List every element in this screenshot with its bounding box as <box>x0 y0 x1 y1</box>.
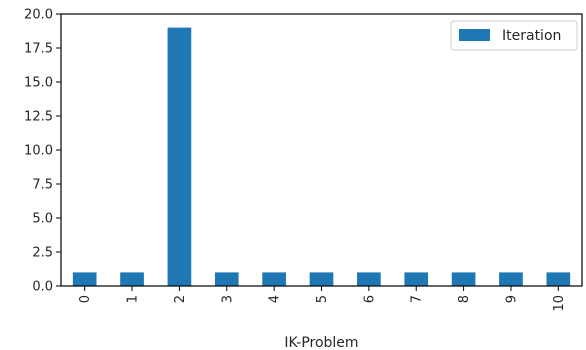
x-tick-label: 8 <box>457 295 472 303</box>
bar-6 <box>357 272 381 286</box>
legend-label-iteration: Iteration <box>502 28 561 44</box>
x-tick-label: 6 <box>362 295 377 303</box>
bar-7 <box>404 272 429 286</box>
x-tick-label: 1 <box>126 295 141 303</box>
y-tick-label: 10.0 <box>24 144 53 159</box>
bar-2 <box>167 27 192 286</box>
y-tick-label: 7.5 <box>32 178 53 193</box>
bar-8 <box>451 272 476 286</box>
y-tick-label: 5.0 <box>32 212 53 227</box>
y-tick-label: 17.5 <box>24 42 53 57</box>
plot-frame <box>60 13 583 287</box>
x-tick-label: 4 <box>268 295 283 303</box>
bar-5 <box>309 272 334 286</box>
y-tick-label: 15.0 <box>24 76 53 91</box>
legend-box <box>450 20 578 51</box>
bar-10 <box>546 272 571 286</box>
legend-swatch-iteration <box>459 29 490 41</box>
bar-9 <box>499 272 523 286</box>
bars <box>72 27 571 286</box>
legend: Iteration <box>450 20 578 51</box>
y-axis-ticks: 0.0 2.5 5.0 7.5 10.0 12.5 15.0 17.5 20.0 <box>24 8 61 295</box>
x-axis-label: IK-Problem <box>284 335 358 350</box>
bar-3 <box>214 272 239 286</box>
bar-0 <box>72 272 97 286</box>
x-tick-label: 7 <box>410 295 425 303</box>
y-tick-label: 0.0 <box>32 280 53 295</box>
bar-4 <box>262 272 286 286</box>
x-tick-label: 5 <box>315 295 330 303</box>
x-tick-label: 10 <box>552 295 567 312</box>
y-tick-label: 20.0 <box>24 8 53 23</box>
x-tick-label: 3 <box>220 295 235 303</box>
y-tick-label: 2.5 <box>32 246 53 261</box>
bar-1 <box>120 272 144 286</box>
x-tick-label: 9 <box>504 295 519 303</box>
y-tick-label: 12.5 <box>24 110 53 125</box>
x-tick-label: 2 <box>173 295 188 303</box>
x-tick-label: 0 <box>78 295 93 303</box>
x-axis-ticks: 0 1 2 3 4 5 6 7 8 9 10 <box>78 286 567 312</box>
